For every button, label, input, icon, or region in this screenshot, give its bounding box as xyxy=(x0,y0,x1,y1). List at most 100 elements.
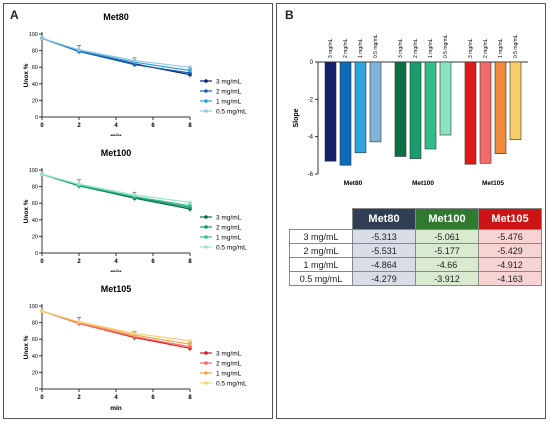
series-line-met105-2 xyxy=(41,310,191,345)
bar-label: 0.5 mg/mL xyxy=(513,34,519,58)
legend-marker xyxy=(204,89,208,93)
x-tick-label: 8 xyxy=(188,259,192,265)
table-row: 0.5 mg/mL -4.279 -3.912 -4.163 xyxy=(289,271,542,286)
column-header: Met100 xyxy=(415,208,479,230)
y-axis-label: Unox % xyxy=(23,335,30,359)
x-tick-label: 0 xyxy=(40,123,44,129)
bar-label: 1 mg/mL xyxy=(428,38,434,58)
x-tick-label: 0 xyxy=(40,395,44,401)
panel-b: B xyxy=(276,3,546,419)
table-cell: -4.279 xyxy=(352,271,416,286)
y-tick-label: 100 xyxy=(29,32,38,38)
bar xyxy=(479,61,492,164)
data-point-met100-3 xyxy=(188,200,192,205)
table-row: 1 mg/mL -4.864 -4.66 -4.912 xyxy=(289,257,542,272)
legend-marker xyxy=(204,225,208,229)
y-tick-label: 60 xyxy=(32,201,38,207)
column-header: Met80 xyxy=(352,208,416,230)
data-point-met80-3 xyxy=(40,36,44,40)
legend-label: 0.5 mg/mL xyxy=(216,109,247,116)
table-cell: -5.177 xyxy=(415,243,479,258)
bar-label: 2 mg/mL xyxy=(413,38,419,58)
data-point-met105-1 xyxy=(188,344,192,349)
row-label: 2 mg/mL xyxy=(289,243,353,258)
data-point-met100-3 xyxy=(132,193,137,197)
data-point-met80-3 xyxy=(132,58,137,63)
x-tick-label: 0 xyxy=(40,259,44,265)
bar xyxy=(509,61,522,141)
bar-label: 1 mg/mL xyxy=(358,38,364,58)
bar-label: 2 mg/mL xyxy=(483,38,489,58)
y-tick-label: 40 xyxy=(32,82,38,88)
table-cell: -5.061 xyxy=(415,229,479,244)
bar xyxy=(494,61,507,154)
table-row: 3 mg/mL -5.313 -5.061 -5.476 xyxy=(289,229,542,244)
data-point-met80-2 xyxy=(188,68,192,73)
data-point-met80-3 xyxy=(77,47,81,52)
legend-marker xyxy=(204,381,208,385)
table-cell: -5.429 xyxy=(478,243,542,258)
row-label: 3 mg/mL xyxy=(289,229,353,244)
x-axis-label: min xyxy=(110,133,122,136)
data-point-met105-3 xyxy=(188,339,192,343)
data-point-met80-1 xyxy=(132,62,137,67)
y-tick-label: -6 xyxy=(308,172,314,178)
bar-label: 0.5 mg/mL xyxy=(443,34,449,58)
y-tick-label: -4 xyxy=(308,135,314,141)
legend-label: 3 mg/mL xyxy=(216,215,242,222)
legend-marker xyxy=(204,99,208,103)
table-header-row: Met80 Met100 Met105 xyxy=(289,208,542,230)
legend-label: 1 mg/mL xyxy=(216,371,242,378)
series-line-met80-3 xyxy=(41,37,191,68)
x-tick-label: 2 xyxy=(77,123,81,129)
x-tick-label: 8 xyxy=(188,395,192,401)
legend-marker xyxy=(204,215,208,219)
x-tick-label: 4 xyxy=(114,395,118,401)
x-tick-label: 2 xyxy=(77,259,81,265)
slope-bar-chart: 0 -2 -4 -6 Slope Met80 3 mg/mL 2 mg/mL 1 mg/mL 0.… xyxy=(293,34,528,187)
x-tick-label: 6 xyxy=(151,395,155,401)
bar xyxy=(439,61,452,136)
data-point-met80-3 xyxy=(188,65,192,69)
y-tick-label: 0 xyxy=(35,251,38,257)
legend-label: 3 mg/mL xyxy=(216,79,242,86)
data-point-met105-3 xyxy=(132,331,137,336)
series-line-met80-2 xyxy=(41,37,191,72)
data-point-met80-1 xyxy=(188,71,192,75)
panel-a: A xyxy=(3,3,273,419)
legend-label: 2 mg/mL xyxy=(216,89,242,96)
legend-label: 0.5 mg/mL xyxy=(216,381,247,388)
table-cell: -3.912 xyxy=(415,271,479,286)
y-tick-label: 60 xyxy=(32,337,38,343)
y-tick-label: 80 xyxy=(32,321,38,327)
series-line-met100-3 xyxy=(41,173,191,203)
legend-marker xyxy=(204,351,208,355)
bar-label: 0.5 mg/mL xyxy=(373,34,379,58)
group-label: Met80 xyxy=(344,180,363,187)
slope-table: Met80 Met100 Met105 3 mg/mL -5.313 -5.06… xyxy=(289,208,542,286)
bar xyxy=(369,61,382,143)
group-label: Met105 xyxy=(482,180,504,187)
data-point-met105-3 xyxy=(40,309,44,313)
table-cell: -4.912 xyxy=(478,257,542,272)
y-tick-label: 0 xyxy=(35,387,38,393)
legend-label: 1 mg/mL xyxy=(216,99,242,106)
bar xyxy=(424,61,437,150)
series-line-met105-3 xyxy=(41,310,191,342)
y-axis-label: Unox % xyxy=(23,63,30,87)
legend-marker xyxy=(204,235,208,239)
series-line-met100-2 xyxy=(41,173,191,207)
bar-label: 3 mg/mL xyxy=(398,38,404,58)
data-point-met105-3 xyxy=(77,319,81,324)
bar-label: 1 mg/mL xyxy=(498,38,504,58)
group-label: Met100 xyxy=(412,180,434,187)
y-tick-label: 80 xyxy=(32,185,38,191)
data-point-met100-3 xyxy=(77,182,81,186)
y-tick-label: 0 xyxy=(35,115,38,121)
y-tick-label: 100 xyxy=(29,304,38,310)
legend-label: 0.5 mg/mL xyxy=(216,245,247,252)
table-corner xyxy=(289,208,353,230)
bar-label: 3 mg/mL xyxy=(468,38,474,58)
table-row: 2 mg/mL -5.531 -5.177 -5.429 xyxy=(289,243,542,258)
bar-label: 3 mg/mL xyxy=(328,38,334,58)
